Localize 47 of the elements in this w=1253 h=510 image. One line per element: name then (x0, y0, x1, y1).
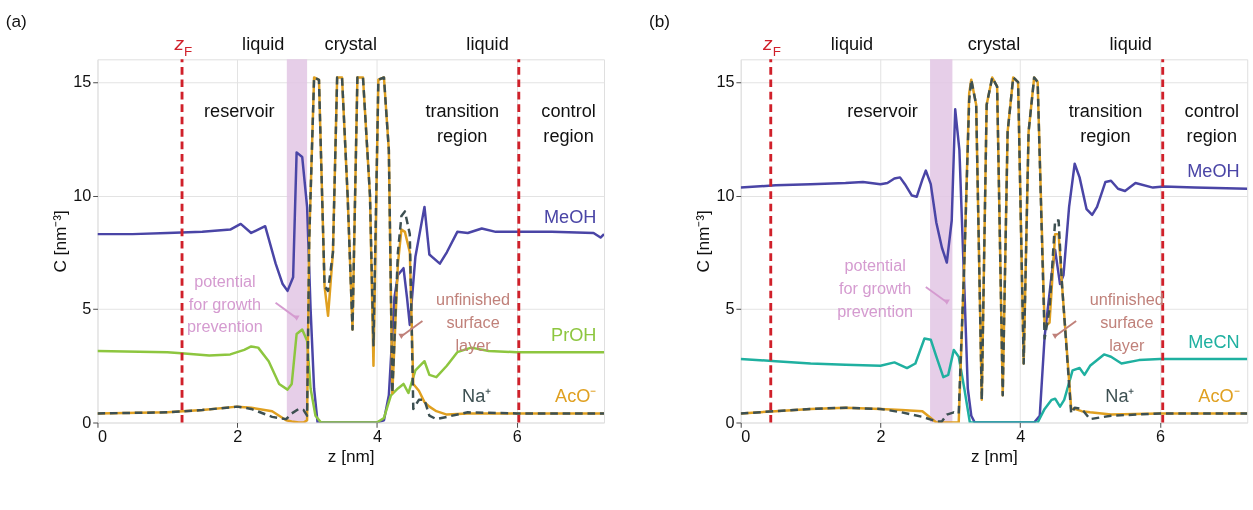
annotation: reservoir (204, 100, 275, 121)
text: crystal (967, 33, 1021, 54)
annotation: transition region (425, 100, 500, 146)
annotation: control region (541, 100, 596, 146)
x-tick-label: 4 (372, 427, 382, 446)
annotation: unfinished surface layer (1089, 289, 1164, 354)
x-tick-label: 2 (233, 427, 243, 446)
y-tick-label: 15 (73, 72, 92, 91)
y-tick-label: 15 (716, 72, 735, 91)
text: liquid (466, 33, 509, 54)
text: liquid (1109, 33, 1152, 54)
x-tick-label: 6 (1155, 427, 1165, 446)
x-axis-title: z [nm] (327, 446, 375, 467)
x-tick-label: 6 (512, 427, 522, 446)
y-tick-label: 5 (82, 299, 92, 318)
y-tick-label: 0 (82, 412, 92, 431)
y-tick-label: 10 (73, 185, 92, 204)
series-label: MeOH (1187, 161, 1240, 182)
x-tick-label: 0 (741, 427, 751, 446)
series-label: Na⁺ (1105, 385, 1135, 406)
series-label: Na⁺ (462, 385, 492, 406)
annotation: potential for growth prevention (187, 271, 263, 336)
text: liquid (242, 33, 285, 54)
x-tick-label: 2 (876, 427, 886, 446)
chart-title: (b) (649, 10, 671, 31)
y-axis-title: C [nm⁻³] (692, 210, 713, 273)
text: crystal (324, 33, 377, 54)
y-tick-label: 5 (725, 299, 735, 318)
y-tick-label: 10 (716, 185, 735, 204)
annotation: unfinished surface layer (436, 289, 511, 354)
x-tick-label: 4 (1016, 427, 1026, 446)
text: liquid (830, 33, 874, 54)
y-axis-title: C [nm⁻³] (49, 210, 70, 273)
series-label: MeCN (1188, 331, 1240, 352)
annotation: transition region (1068, 100, 1143, 146)
series-label: AcO⁻ (1198, 385, 1240, 406)
annotation: control region (1184, 100, 1240, 146)
chart-title: (a) (5, 10, 27, 31)
series-label: PrOH (551, 324, 597, 345)
y-tick-label: 0 (725, 412, 735, 431)
annotation: potential for growth prevention (837, 255, 914, 320)
annotation: reservoir (847, 100, 918, 121)
x-axis-title: z [nm] (971, 446, 1018, 467)
series-label: MeOH (543, 206, 597, 227)
x-tick-label: 0 (97, 427, 107, 446)
line-series (740, 337, 1248, 423)
series-label: AcO⁻ (555, 385, 597, 406)
